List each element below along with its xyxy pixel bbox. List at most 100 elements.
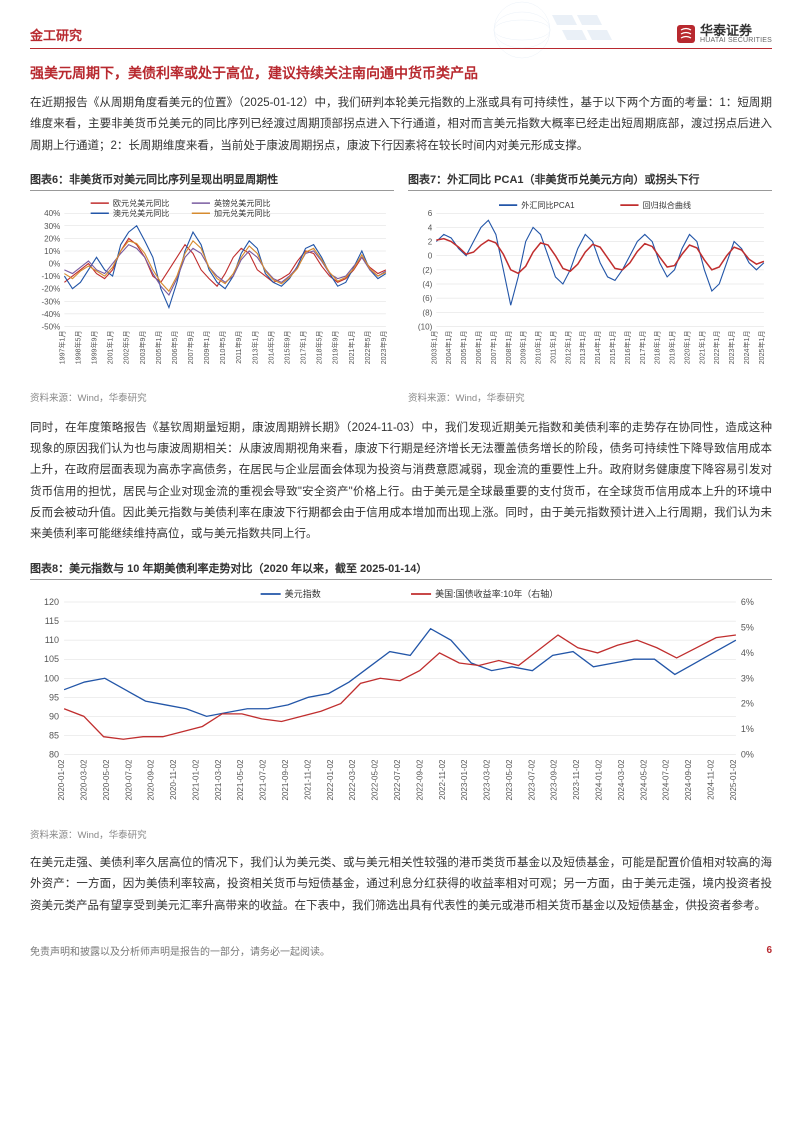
paragraph-3: 在美元走强、美债利率久居高位的情况下，我们认为美元类、或与美元相关性较强的港币类… xyxy=(30,853,772,917)
svg-text:2021-11-02: 2021-11-02 xyxy=(303,758,312,799)
svg-text:-40%: -40% xyxy=(41,310,60,319)
svg-text:2023-07-02: 2023-07-02 xyxy=(527,758,536,800)
svg-text:2007年9月: 2007年9月 xyxy=(186,330,195,364)
svg-text:2023年9月: 2023年9月 xyxy=(379,330,388,364)
svg-text:2003年9月: 2003年9月 xyxy=(138,330,147,364)
svg-text:(6): (6) xyxy=(422,294,432,303)
svg-text:2017年1月: 2017年1月 xyxy=(638,330,647,364)
svg-text:2020-03-02: 2020-03-02 xyxy=(79,758,88,800)
chart-6: -50%-40%-30%-20%-10%0%10%20%30%40%1997年1… xyxy=(30,195,394,387)
svg-text:2023-11-02: 2023-11-02 xyxy=(572,758,581,799)
chart-8: 808590951001051101151200%1%2%3%4%5%6%202… xyxy=(30,584,772,825)
svg-text:2006年5月: 2006年5月 xyxy=(170,330,179,364)
svg-text:2001年1月: 2001年1月 xyxy=(106,330,115,364)
svg-text:4%: 4% xyxy=(741,647,754,657)
svg-text:2014年5月: 2014年5月 xyxy=(266,330,275,364)
svg-text:4: 4 xyxy=(428,223,433,232)
svg-text:2015年9月: 2015年9月 xyxy=(282,330,291,364)
svg-text:-10%: -10% xyxy=(41,272,60,281)
page-footer: 免责声明和披露以及分析师声明是报告的一部分，请务必一起阅读。 6 xyxy=(30,937,772,958)
svg-text:2007年1月: 2007年1月 xyxy=(489,330,498,364)
svg-text:-30%: -30% xyxy=(41,297,60,306)
svg-text:2014年1月: 2014年1月 xyxy=(593,330,602,364)
svg-text:2017年1月: 2017年1月 xyxy=(299,330,308,364)
svg-text:欧元兑美元同比: 欧元兑美元同比 xyxy=(113,198,170,208)
svg-text:2021-05-02: 2021-05-02 xyxy=(236,758,245,800)
svg-text:2021-01-02: 2021-01-02 xyxy=(191,758,200,800)
chart-8-source: 资料来源：Wind，华泰研究 xyxy=(30,827,772,841)
svg-text:10%: 10% xyxy=(44,247,60,256)
svg-text:2010年1月: 2010年1月 xyxy=(534,330,543,364)
svg-text:澳元兑美元同比: 澳元兑美元同比 xyxy=(113,208,170,218)
chart-7-container: 图表7：外汇同比 PCA1（非美货币兑美元方向）或拐头下行 (10) (8) (6)… xyxy=(408,171,772,404)
svg-text:5%: 5% xyxy=(741,622,754,632)
svg-text:95: 95 xyxy=(49,692,59,702)
svg-text:(8): (8) xyxy=(422,308,432,317)
svg-text:2025年1月: 2025年1月 xyxy=(757,330,766,364)
svg-text:2020-07-02: 2020-07-02 xyxy=(124,758,133,800)
svg-text:回归拟合曲线: 回归拟合曲线 xyxy=(643,200,691,210)
svg-text:2022年5月: 2022年5月 xyxy=(363,330,372,364)
svg-text:2018年1月: 2018年1月 xyxy=(653,330,662,364)
chart-6-container: 图表6：非美货币对美元同比序列呈现出明显周期性 -50%-40%-30%-20%… xyxy=(30,171,394,404)
svg-text:2012年1月: 2012年1月 xyxy=(563,330,572,364)
svg-text:120: 120 xyxy=(44,597,59,607)
svg-text:2022-03-02: 2022-03-02 xyxy=(348,758,357,800)
svg-text:2020-09-02: 2020-09-02 xyxy=(147,758,156,800)
svg-text:2024-03-02: 2024-03-02 xyxy=(617,758,626,800)
svg-text:2022-07-02: 2022-07-02 xyxy=(393,758,402,800)
svg-text:2024-05-02: 2024-05-02 xyxy=(639,758,648,800)
paragraph-2: 同时，在年度策略报告《基钦周期量短期，康波周期辨长期》（2024-11-03）中… xyxy=(30,418,772,546)
svg-text:2015年1月: 2015年1月 xyxy=(608,330,617,364)
section-title: 强美元周期下，美债利率或处于高位，建议持续关注南向通中货币类产品 xyxy=(30,63,772,83)
disclaimer-text: 免责声明和披露以及分析师声明是报告的一部分，请务必一起阅读。 xyxy=(30,943,330,958)
svg-text:2021年1月: 2021年1月 xyxy=(697,330,706,364)
svg-text:2021-07-02: 2021-07-02 xyxy=(259,758,268,800)
svg-text:2024年1月: 2024年1月 xyxy=(742,330,751,364)
svg-text:20%: 20% xyxy=(44,234,60,243)
svg-text:2005年1月: 2005年1月 xyxy=(459,330,468,364)
svg-text:2025-01-02: 2025-01-02 xyxy=(729,758,738,800)
svg-text:2011年9月: 2011年9月 xyxy=(234,330,243,363)
svg-text:2023年1月: 2023年1月 xyxy=(727,330,736,364)
svg-text:2021年1月: 2021年1月 xyxy=(347,330,356,364)
svg-text:2018年5月: 2018年5月 xyxy=(315,330,324,364)
svg-text:2016年1月: 2016年1月 xyxy=(623,330,632,364)
svg-text:2%: 2% xyxy=(741,698,754,708)
svg-text:2019年1月: 2019年1月 xyxy=(668,330,677,364)
svg-text:加元兑美元同比: 加元兑美元同比 xyxy=(214,208,271,218)
svg-text:1997年1月: 1997年1月 xyxy=(57,330,66,364)
svg-text:2024-01-02: 2024-01-02 xyxy=(595,758,604,800)
section-label: 金工研究 xyxy=(30,25,82,44)
svg-text:2020-11-02: 2020-11-02 xyxy=(169,758,178,799)
svg-text:2009年1月: 2009年1月 xyxy=(519,330,528,364)
brand-logo: 华泰证券 HUATAI SECURITIES xyxy=(676,24,772,44)
svg-text:外汇同比PCA1: 外汇同比PCA1 xyxy=(521,200,575,210)
svg-text:2022-05-02: 2022-05-02 xyxy=(371,758,380,800)
svg-text:1%: 1% xyxy=(741,724,754,734)
svg-text:2003年1月: 2003年1月 xyxy=(429,330,438,364)
logo-text-en: HUATAI SECURITIES xyxy=(700,37,772,44)
chart-7-source: 资料来源：Wind，华泰研究 xyxy=(408,390,772,404)
svg-text:2006年1月: 2006年1月 xyxy=(474,330,483,364)
svg-text:40%: 40% xyxy=(44,209,60,218)
svg-text:美国:国债收益率:10年（右轴）: 美国:国债收益率:10年（右轴） xyxy=(435,588,558,599)
svg-text:6%: 6% xyxy=(741,597,754,607)
chart-8-title: 图表8：美元指数与 10 年期美债利率走势对比（2020 年以来，截至 2025… xyxy=(30,560,772,580)
chart-7: (10)(8)(6)(4)(2)02462003年1月2004年1月2005年1… xyxy=(408,195,772,387)
chart-7-title: 图表7：外汇同比 PCA1（非美货币兑美元方向）或拐头下行 xyxy=(408,171,772,191)
svg-text:30%: 30% xyxy=(44,222,60,231)
paragraph-1: 在近期报告《从周期角度看美元的位置》（2025-01-12）中，我们研判本轮美元… xyxy=(30,93,772,157)
svg-text:0: 0 xyxy=(428,251,433,260)
svg-text:0%: 0% xyxy=(49,259,61,268)
page-header: 金工研究 华泰证券 HUATAI SECURITIES xyxy=(30,24,772,49)
svg-text:2020-05-02: 2020-05-02 xyxy=(102,758,111,800)
svg-text:2024-07-02: 2024-07-02 xyxy=(662,758,671,800)
svg-text:2011年1月: 2011年1月 xyxy=(548,330,557,363)
svg-text:2: 2 xyxy=(428,237,433,246)
svg-text:2023-01-02: 2023-01-02 xyxy=(460,758,469,800)
svg-text:2020年1月: 2020年1月 xyxy=(682,330,691,364)
svg-text:-50%: -50% xyxy=(41,322,60,331)
svg-text:英镑兑美元同比: 英镑兑美元同比 xyxy=(214,198,271,208)
svg-text:(10): (10) xyxy=(418,322,433,331)
